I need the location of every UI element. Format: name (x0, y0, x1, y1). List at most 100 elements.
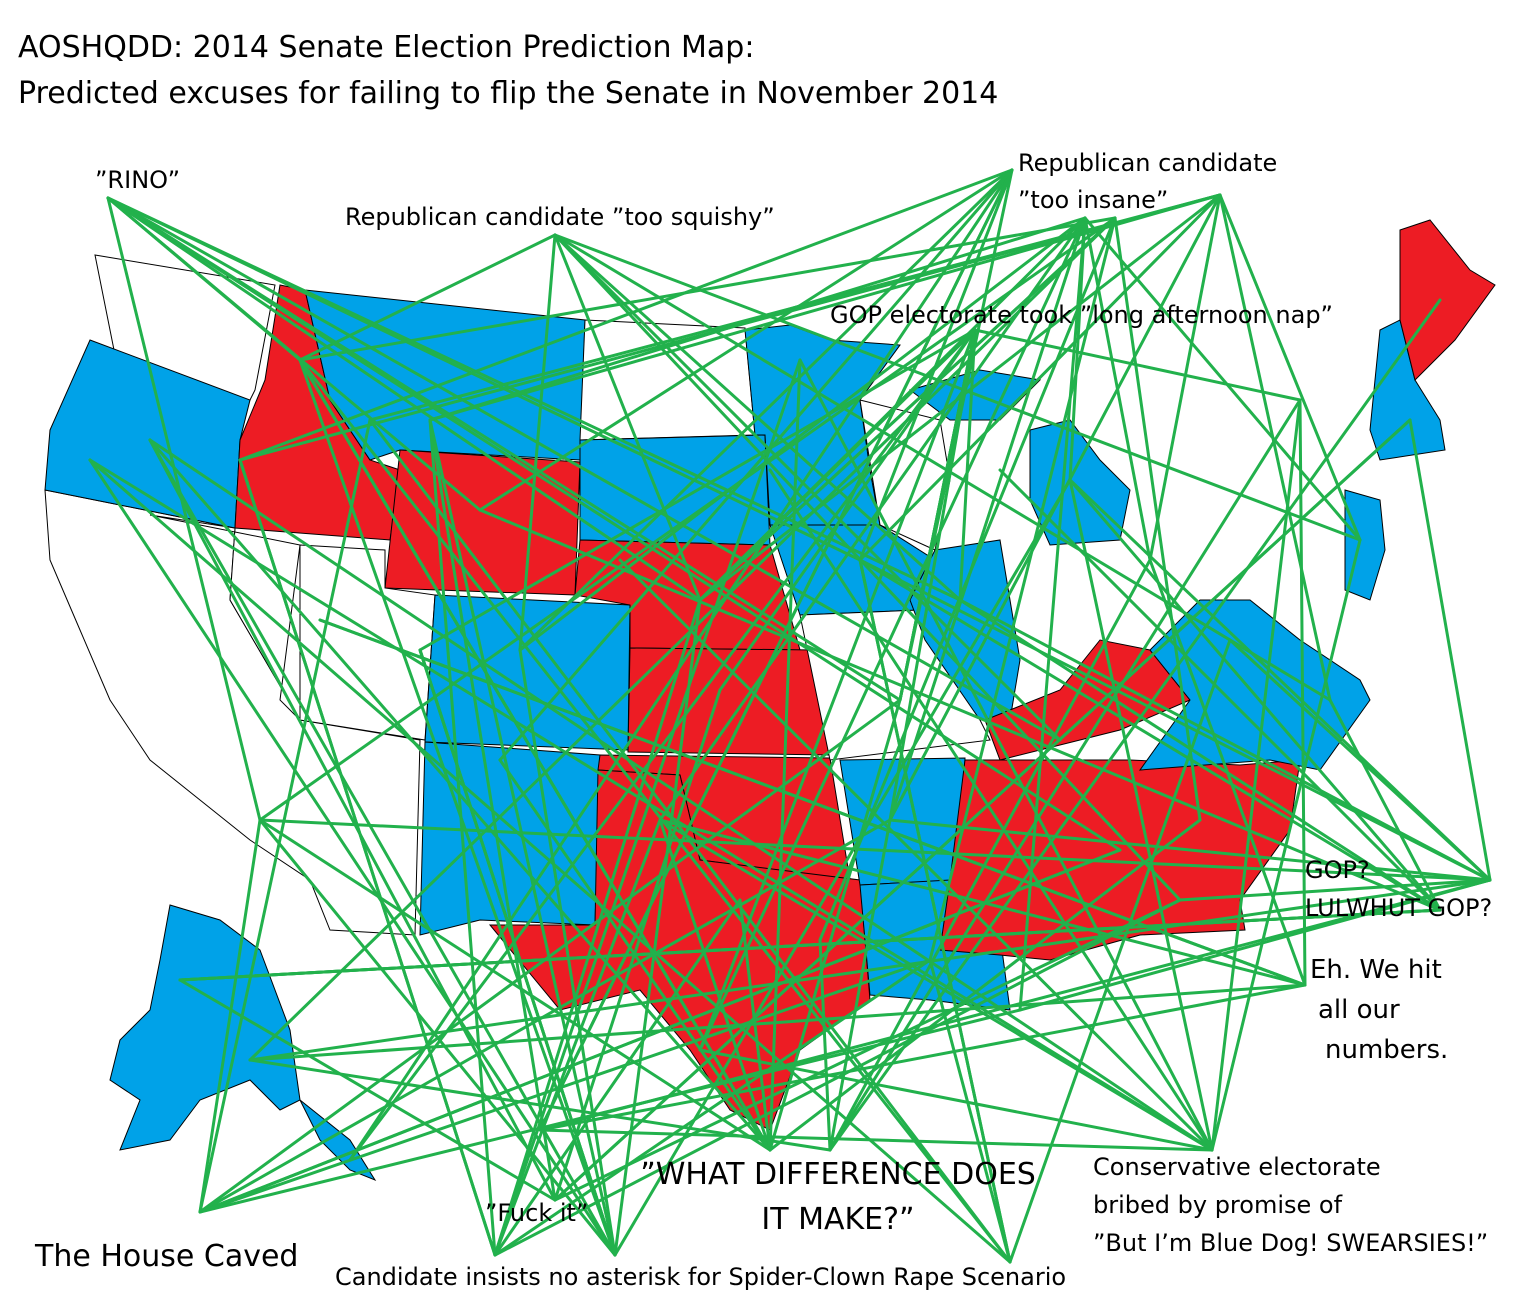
connector-line (1178, 878, 1492, 902)
connector-line (428, 193, 1222, 422)
connector-line (538, 983, 1307, 1132)
state-alaska (109, 904, 301, 1151)
connector-line (958, 598, 1492, 882)
connector-line (478, 508, 1442, 912)
connector-line (298, 233, 557, 362)
connector-line (613, 478, 1072, 1257)
label-too-squishy: Republican candidate ”too squishy” (345, 203, 775, 231)
connector-line (198, 958, 932, 1214)
connector-line (553, 233, 1362, 542)
connector-line (888, 818, 1492, 882)
connector-line (258, 818, 772, 1152)
connector-line (973, 328, 1302, 402)
connector-line (928, 216, 1117, 962)
label-too-insane-line2: ”too insane” (1018, 186, 1169, 214)
connector-line (553, 233, 1332, 702)
connector-line (1228, 638, 1492, 882)
connector-line (493, 898, 742, 1257)
connector-line (148, 438, 557, 1202)
connector-line (248, 878, 1492, 1062)
connector-line (518, 216, 1087, 652)
connector-line (198, 418, 372, 1214)
connector-line (1148, 193, 1222, 562)
connector-line (538, 168, 1014, 1132)
label-numbers-line3: numbers. (1325, 1035, 1449, 1065)
connector-line (768, 698, 902, 1152)
connector-line (518, 233, 557, 652)
connector-line (718, 328, 977, 692)
connector-line (106, 196, 302, 362)
connector-line (298, 358, 617, 1257)
connector-line (298, 358, 772, 1152)
connector-line (258, 216, 1117, 822)
connector-line (106, 196, 1062, 742)
connector-line (318, 618, 1307, 987)
connector-line (106, 196, 862, 562)
connector-line (928, 958, 1012, 1264)
connector-line (888, 216, 1087, 822)
connector-line (738, 898, 772, 1152)
connector-line (518, 648, 617, 1257)
connector-line (1018, 878, 1492, 1012)
state-maine (1399, 219, 1496, 381)
connector-line (1328, 698, 1442, 912)
label-spider-clown: Candidate insists no asterisk for Spider… (335, 1263, 1067, 1291)
connector-line (798, 358, 1214, 1152)
connector-line (858, 558, 1492, 882)
connector-line (538, 878, 1492, 1132)
connector-line (493, 958, 932, 1257)
connector-lines (88, 168, 1492, 1264)
connector-line (298, 358, 1012, 1264)
connector-line (1218, 193, 1362, 542)
connector-line (858, 558, 1012, 1264)
label-what-difference-line1: ”WHAT DIFFERENCE DOES (640, 1157, 1036, 1192)
connector-line (1068, 478, 1492, 882)
label-numbers-line2: all our (1318, 995, 1400, 1025)
connector-line (493, 598, 702, 1257)
connector-line (1068, 478, 1442, 912)
connector-line (658, 818, 772, 1152)
label-rino: ”RINO” (95, 166, 181, 194)
map-title-line1: AOSHQDD: 2014 Senate Election Prediction… (18, 30, 755, 65)
state-alaska-panhandle (299, 1099, 377, 1182)
connector-line (238, 193, 1222, 462)
connector-line (178, 908, 1442, 982)
connector-line (198, 818, 262, 1214)
label-too-insane-line1: Republican candidate (1018, 149, 1278, 177)
connector-line (248, 1058, 832, 1152)
label-numbers-line1: Eh. We hit (1310, 955, 1442, 985)
connector-line (1298, 398, 1307, 987)
connector-line (858, 193, 1222, 562)
connector-line (106, 196, 262, 822)
connector-line (1008, 638, 1232, 1264)
connector-line (618, 558, 1214, 1152)
connector-line (613, 598, 702, 1257)
connector-line (1218, 193, 1332, 702)
connector-line (258, 818, 1492, 882)
connector-line (1210, 398, 1302, 1152)
connector-line (106, 196, 1122, 852)
label-house-caved: The House Caved (35, 1239, 299, 1274)
connector-line (148, 438, 772, 1152)
connector-line (828, 398, 1302, 1152)
connector-line (658, 216, 1087, 822)
label-fuck-it: ”Fuck it” (485, 1199, 589, 1227)
connector-line (888, 328, 977, 822)
connector-line (858, 558, 1442, 912)
connector-line (998, 468, 1442, 912)
connector-line (88, 458, 617, 1257)
connector-line (198, 848, 1122, 1214)
connector-line (298, 216, 1117, 362)
connector-line (698, 328, 977, 1052)
connector-line (698, 216, 1087, 1052)
connector-line (238, 168, 1014, 462)
label-conservative-line3: ”But I’m Blue Dog! SWEARSIES!” (1093, 1229, 1489, 1257)
connector-line (493, 898, 1182, 1257)
connector-line (348, 328, 977, 1162)
connector-line (1068, 478, 1214, 1152)
connector-line (768, 818, 1202, 1152)
connector-line (88, 458, 1012, 1264)
connector-line (768, 358, 802, 1152)
connector-line (698, 216, 1117, 602)
